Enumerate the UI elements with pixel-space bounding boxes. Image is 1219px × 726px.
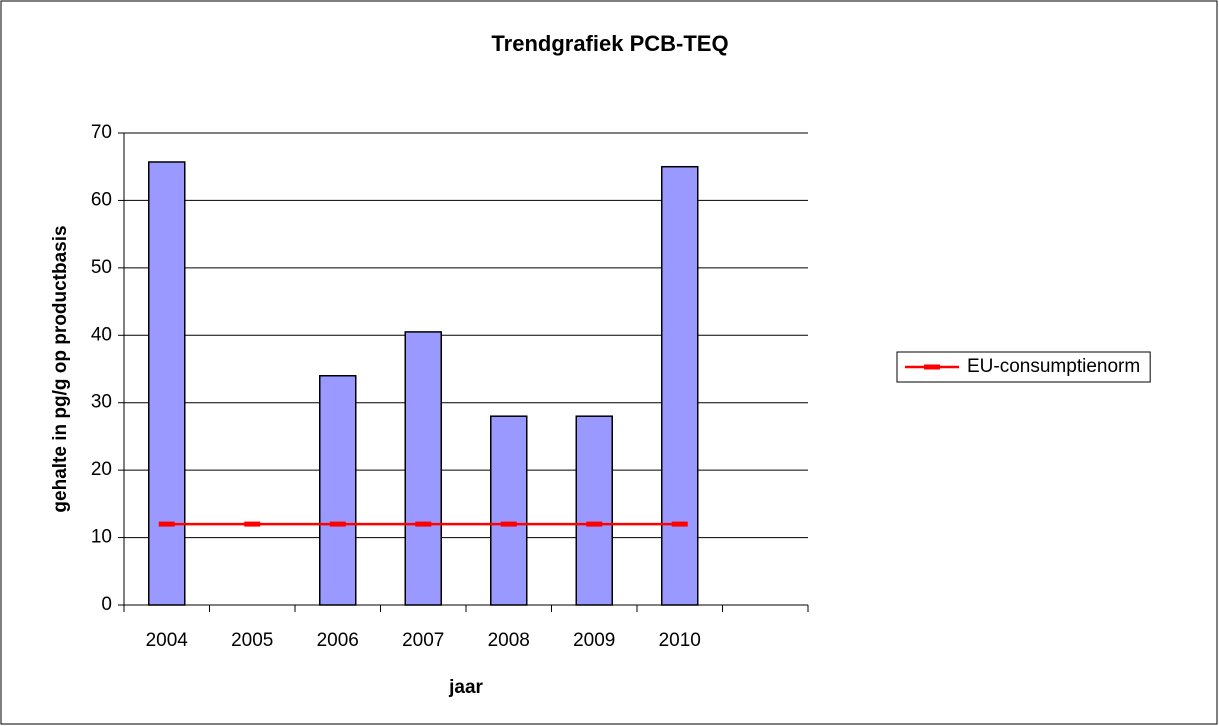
legend-label: EU-consumptienorm bbox=[967, 356, 1140, 377]
y-tick-label: 30 bbox=[91, 392, 112, 413]
bar bbox=[575, 415, 613, 606]
line-marker bbox=[329, 521, 346, 527]
y-tick-label: 50 bbox=[91, 257, 112, 278]
x-tick-label: 2008 bbox=[488, 630, 530, 651]
bar bbox=[148, 161, 186, 606]
y-tick-label: 20 bbox=[91, 459, 112, 480]
legend-marker bbox=[924, 364, 940, 370]
y-tick-label: 10 bbox=[91, 527, 112, 548]
line-marker bbox=[415, 521, 432, 527]
y-tick-label: 40 bbox=[91, 324, 112, 345]
bar bbox=[490, 415, 528, 606]
x-tick-label: 2007 bbox=[402, 630, 444, 651]
y-tick-label: 70 bbox=[91, 122, 112, 143]
x-axis-label: jaar bbox=[448, 677, 483, 698]
line-marker bbox=[244, 521, 261, 527]
y-tick-label: 60 bbox=[91, 189, 112, 210]
line-marker bbox=[586, 521, 603, 527]
x-tick-label: 2010 bbox=[659, 630, 701, 651]
line-marker bbox=[671, 521, 688, 527]
chart-title: Trendgrafiek PCB-TEQ bbox=[491, 31, 728, 56]
x-tick-label: 2009 bbox=[573, 630, 615, 651]
x-tick-label: 2005 bbox=[231, 630, 273, 651]
bar bbox=[319, 374, 357, 606]
line-marker bbox=[500, 521, 517, 527]
line-marker bbox=[158, 521, 175, 527]
x-tick-label: 2004 bbox=[146, 630, 189, 651]
y-tick-label: 0 bbox=[101, 594, 112, 615]
bar bbox=[661, 165, 699, 606]
y-axis-label: gehalte in pg/g op productbasis bbox=[50, 225, 71, 512]
x-tick-label: 2006 bbox=[317, 630, 359, 651]
bar bbox=[404, 331, 442, 606]
